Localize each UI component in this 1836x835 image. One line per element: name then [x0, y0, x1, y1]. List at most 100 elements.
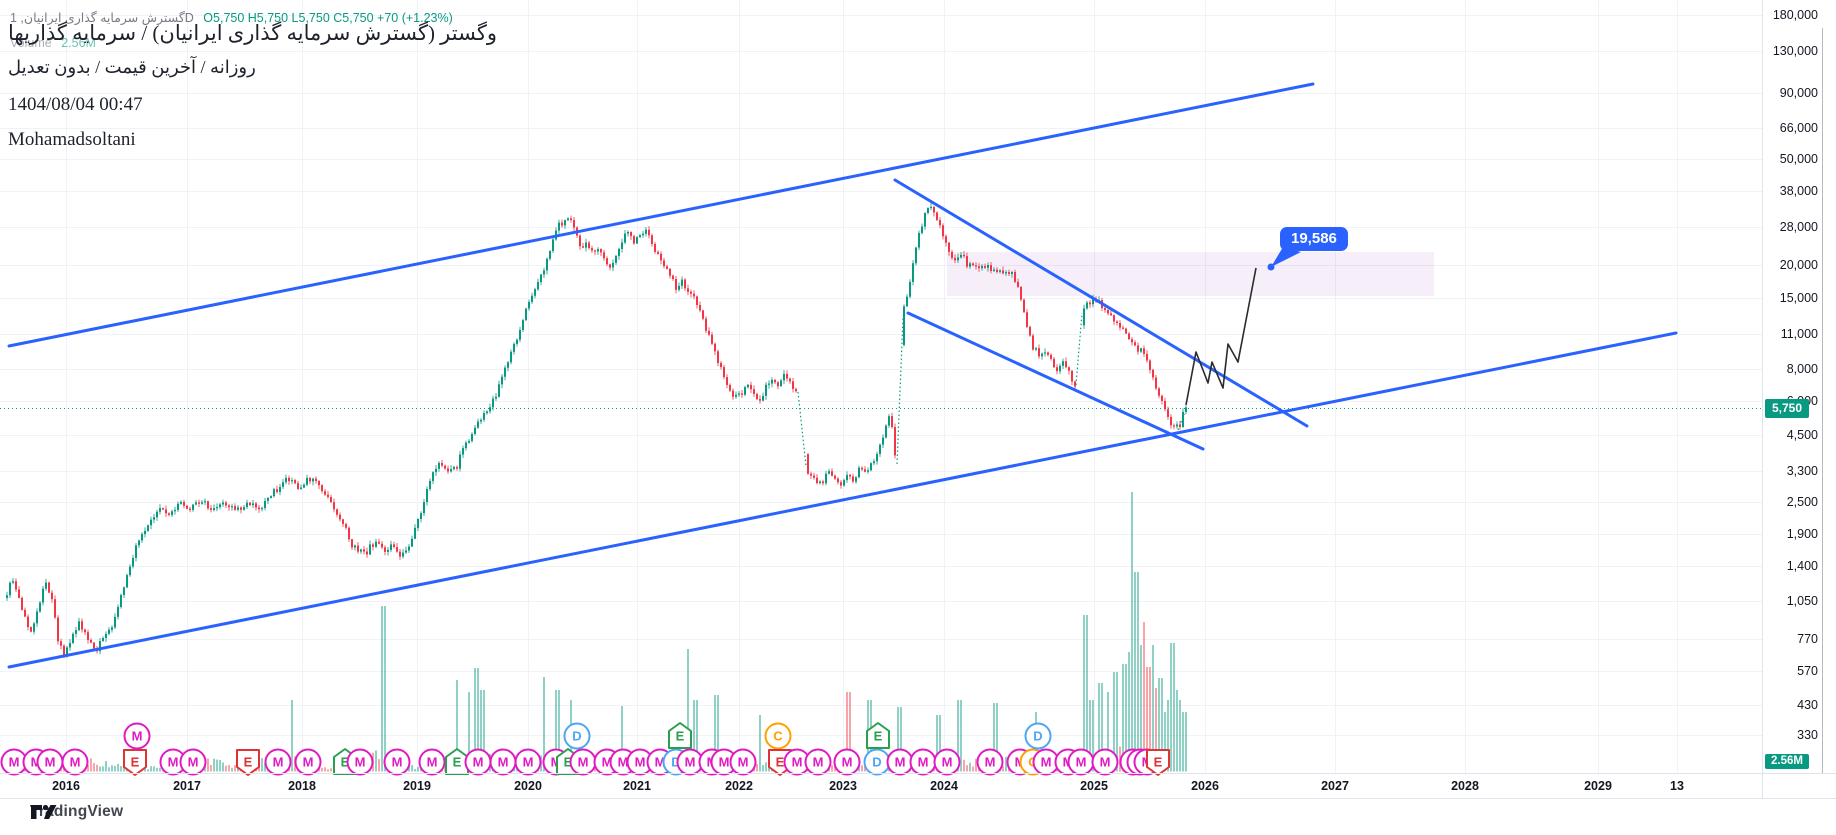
event-marker-m[interactable]: M — [123, 722, 151, 750]
candle-body — [996, 269, 998, 272]
candle-body — [1185, 407, 1187, 412]
time-tick-label: 2016 — [52, 779, 80, 793]
candle-body — [297, 483, 299, 489]
event-marker-m[interactable]: M — [1067, 748, 1095, 776]
candle-body — [30, 627, 32, 632]
trendline-wedge-top[interactable] — [893, 178, 1309, 428]
event-marker-m[interactable]: M — [418, 748, 446, 776]
candle-body — [924, 212, 926, 227]
event-marker-e[interactable]: E — [668, 722, 692, 749]
volume-bar — [87, 764, 89, 772]
event-marker-m[interactable]: M — [976, 748, 1004, 776]
volume-bar — [120, 766, 122, 772]
candle-body — [723, 367, 725, 378]
candle-body — [57, 617, 59, 642]
event-marker-m[interactable]: M — [833, 748, 861, 776]
candle-body — [630, 231, 632, 237]
price-axis[interactable]: 180,000 130,000 90,000 66,000 50,000 38,000 28… — [1773, 8, 1818, 742]
trendline-channel-bottom[interactable] — [7, 331, 1678, 669]
trendline-wedge-bottom[interactable] — [906, 311, 1205, 451]
candle-body — [498, 384, 500, 397]
event-marker-e[interactable]: E — [236, 749, 260, 776]
candle-body — [300, 487, 302, 489]
volume-bar — [417, 766, 419, 772]
event-marker-m[interactable]: M — [179, 748, 207, 776]
candle-body — [615, 255, 617, 263]
event-marker-m[interactable]: M — [264, 748, 292, 776]
event-marker-m[interactable]: M — [1091, 748, 1119, 776]
target-price-callout[interactable]: 19,586 — [1280, 227, 1348, 251]
price-tick-label: 130,000 — [1773, 44, 1818, 58]
candle-body — [150, 519, 152, 526]
event-marker-m[interactable]: M — [909, 748, 937, 776]
event-marker-m[interactable]: M — [804, 748, 832, 776]
volume-bar — [1113, 672, 1115, 772]
svg-text:M: M — [578, 755, 589, 770]
event-marker-m[interactable]: M — [514, 748, 542, 776]
event-marker-m[interactable]: M — [346, 748, 374, 776]
time-tick-label: 2020 — [514, 779, 542, 793]
event-marker-c[interactable]: C — [764, 722, 792, 750]
event-marker-e[interactable]: E — [1146, 749, 1170, 776]
candle-body — [663, 260, 665, 267]
volume-bar — [258, 765, 260, 772]
candle-body — [666, 266, 668, 269]
event-marker-m[interactable]: M — [489, 748, 517, 776]
volume-bar — [936, 715, 938, 772]
event-marker-d[interactable]: D — [863, 748, 891, 776]
candle-body — [6, 595, 8, 598]
event-marker-m[interactable]: M — [933, 748, 961, 776]
event-marker-e[interactable]: E — [123, 749, 147, 776]
candle-body — [1125, 328, 1127, 334]
candle-body — [153, 517, 155, 520]
symbol-ohlc-row[interactable]: گسترش سرمایه گذاری ایرانیان, 1D O5,750 H… — [10, 10, 453, 25]
volume-bar — [993, 703, 995, 772]
candle-body — [609, 264, 611, 268]
volume-bar — [411, 765, 413, 772]
event-marker-m[interactable]: M — [569, 748, 597, 776]
event-marker-d[interactable]: D — [563, 722, 591, 750]
candle-body — [741, 393, 743, 395]
candle-body — [1161, 395, 1163, 401]
volume-bar — [1098, 683, 1100, 772]
event-marker-m[interactable]: M — [626, 748, 654, 776]
time-axis[interactable]: 2016 2017 2018 2019 2020 2021 2022 2023 2024 2025… — [52, 779, 1684, 793]
candle-body — [1164, 400, 1166, 410]
candle-body — [501, 376, 503, 385]
volume-bar — [111, 765, 113, 772]
candle-body — [384, 547, 386, 552]
event-marker-m[interactable]: M — [36, 748, 64, 776]
svg-text:M: M — [618, 755, 629, 770]
event-marker-e[interactable]: E — [866, 722, 890, 749]
projection-zigzag[interactable] — [1185, 267, 1257, 406]
candle-body — [522, 320, 524, 330]
svg-text:M: M — [1041, 755, 1052, 770]
trendline-channel-top[interactable] — [7, 82, 1315, 348]
svg-text:M: M — [355, 755, 366, 770]
candle-body — [459, 454, 461, 469]
candle-body — [909, 281, 911, 297]
candle-body — [621, 242, 623, 249]
event-marker-m[interactable]: M — [886, 748, 914, 776]
event-marker-m[interactable]: M — [383, 748, 411, 776]
tradingview-attribution[interactable]: TradingView — [30, 803, 123, 821]
event-marker-m[interactable]: M — [294, 748, 322, 776]
target-anchor-dot[interactable] — [1267, 263, 1275, 271]
candle-body — [930, 206, 932, 209]
candle-body — [279, 486, 281, 492]
candle-body — [474, 427, 476, 435]
volume-bar — [291, 700, 293, 772]
volume-indicator-label: Volume — [10, 36, 52, 50]
event-marker-d[interactable]: D — [1024, 722, 1052, 750]
event-marker-m[interactable]: M — [729, 748, 757, 776]
candle-body — [792, 381, 794, 389]
candle-body — [147, 525, 149, 531]
volume-bar — [99, 766, 101, 772]
candle-body — [255, 503, 257, 508]
event-marker-m[interactable]: M — [464, 748, 492, 776]
candle-body — [183, 501, 185, 506]
volume-bar — [96, 764, 98, 772]
volume-indicator-row[interactable]: Volume 2.56M — [10, 36, 96, 50]
event-marker-m[interactable]: M — [61, 748, 89, 776]
